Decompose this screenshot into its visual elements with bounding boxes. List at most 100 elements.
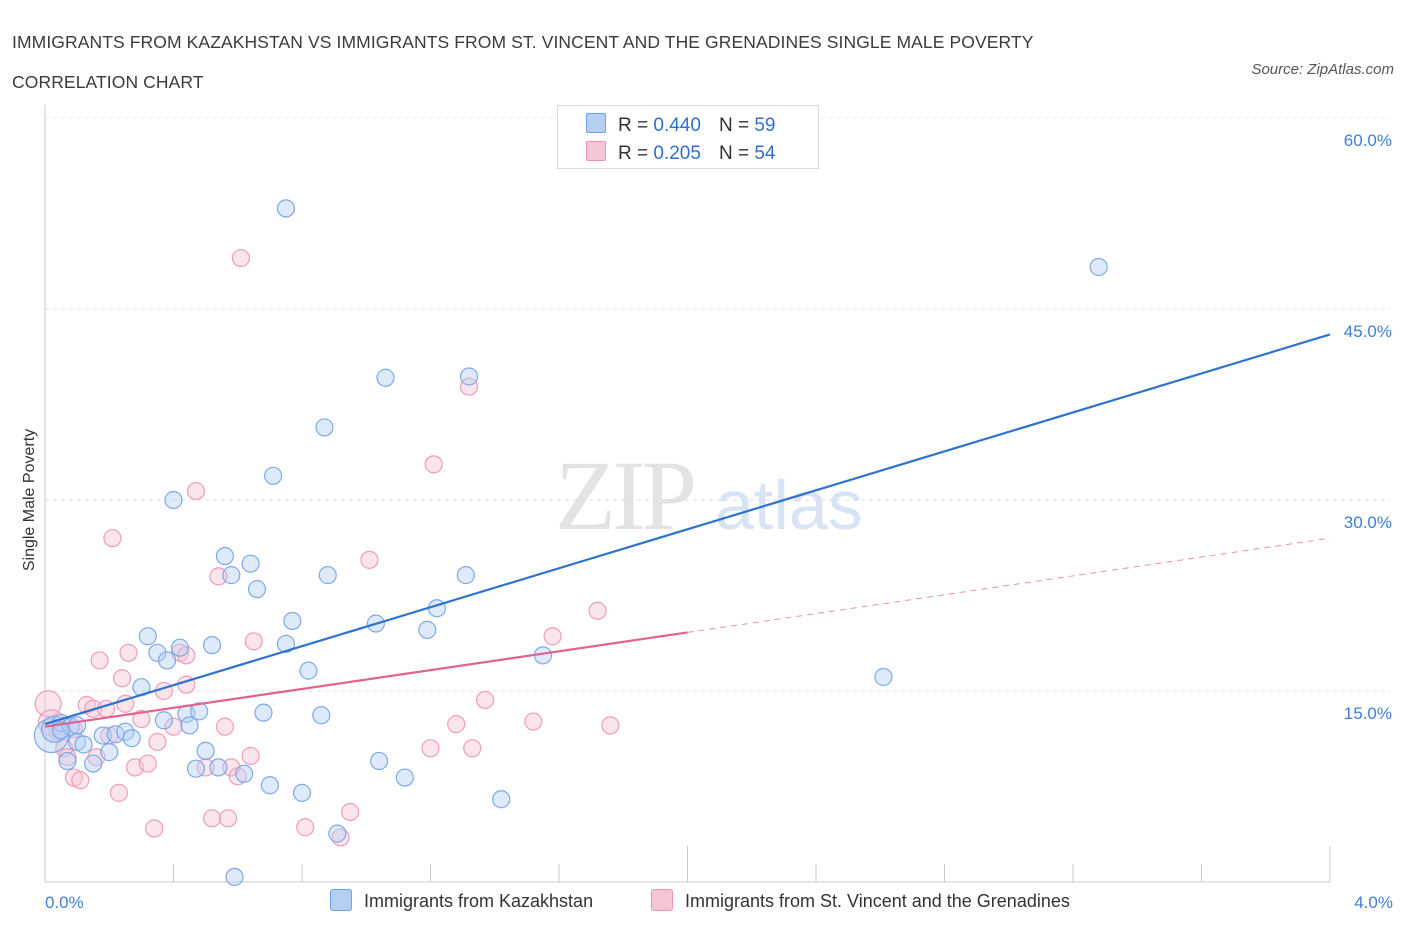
point-kazakhstan (100, 743, 119, 762)
x-tick-label-min: 0.0% (45, 893, 84, 912)
point-st-vincent (244, 632, 263, 651)
point-st-vincent (459, 377, 479, 396)
point-kazakhstan (492, 790, 511, 809)
point-kazakhstan (122, 729, 141, 748)
point-st-vincent (58, 748, 77, 767)
point-kazakhstan (58, 751, 77, 771)
point-st-vincent (145, 819, 164, 838)
legend-row-kazakhstan: R = 0.440 N = 59 (586, 113, 775, 139)
point-kazakhstan (247, 580, 267, 599)
point-kazakhstan (263, 466, 283, 485)
point-kazakhstan (874, 667, 893, 687)
point-kazakhstan (164, 490, 183, 510)
point-kazakhstan (51, 721, 71, 740)
axis-labels: 15.0% 30.0% 45.0% 60.0% 0.0% 4.0% Single Male … (21, 131, 1393, 912)
point-st-vincent (447, 715, 466, 734)
point-kazakhstan (186, 759, 206, 778)
legend-row-st-vincent: R = 0.205 N = 54 (586, 141, 775, 167)
watermark-atlas: atlas (715, 466, 863, 544)
chart-source: Source: ZipAtlas.com (1251, 61, 1394, 78)
point-kazakhstan (148, 643, 167, 662)
point-st-vincent (524, 712, 543, 731)
legend-r-value: 0.440 (653, 115, 701, 136)
axes (44, 105, 1331, 883)
point-kazakhstan (283, 611, 302, 631)
point-kazakhstan (276, 199, 296, 218)
point-kazakhstan (427, 599, 447, 618)
point-st-vincent (90, 651, 109, 670)
point-st-vincent (421, 739, 440, 758)
legend-r-label: R = (618, 115, 649, 136)
point-st-vincent (186, 481, 206, 501)
legend-n-value: 59 (754, 115, 776, 136)
grid-lines (45, 117, 1390, 692)
point-st-vincent (601, 716, 620, 735)
data-points (33, 199, 1108, 887)
point-kazakhstan (180, 716, 199, 735)
point-kazakhstan (74, 735, 93, 754)
point-st-vincent (177, 646, 196, 665)
y-tick-label: 15.0% (1344, 704, 1392, 723)
point-st-vincent (219, 809, 238, 828)
point-st-vincent (138, 754, 157, 773)
legend-r-value: 0.205 (653, 143, 701, 164)
legend-n-label: N = (718, 143, 750, 164)
point-kazakhstan (235, 764, 254, 783)
legend-swatch-pink (586, 141, 606, 161)
point-kazakhstan (299, 661, 318, 680)
point-st-vincent (71, 771, 90, 790)
x-tick-label-max: 4.0% (1354, 893, 1393, 912)
point-kazakhstan (222, 566, 241, 585)
y-tick-label: 60.0% (1344, 131, 1392, 150)
point-st-vincent (215, 717, 234, 736)
point-st-vincent (543, 627, 562, 646)
point-kazakhstan (68, 716, 87, 735)
point-st-vincent (360, 550, 379, 569)
legend-swatch-blue (586, 113, 606, 133)
point-kazakhstan (157, 651, 177, 670)
point-kazakhstan (260, 776, 279, 795)
point-st-vincent (103, 529, 122, 548)
point-st-vincent (148, 732, 167, 752)
point-kazakhstan (459, 367, 479, 386)
legend-r-label: R = (618, 143, 649, 164)
bottom-legend-label: Immigrants from Kazakhstan (364, 891, 594, 911)
point-kazakhstan (1089, 257, 1108, 277)
trendline-st-vincent-extension (687, 537, 1331, 633)
point-kazakhstan (315, 418, 334, 437)
point-kazakhstan (84, 754, 103, 773)
point-kazakhstan (292, 783, 312, 802)
y-axis-title: Single Male Poverty (21, 429, 38, 571)
point-kazakhstan (254, 703, 273, 722)
point-kazakhstan (93, 726, 112, 745)
point-kazakhstan (370, 751, 389, 771)
point-st-vincent (296, 818, 315, 837)
bottom-legend-st-vincent: Immigrants from St. Vincent and the Gren… (651, 889, 1070, 912)
point-kazakhstan (196, 741, 215, 760)
trend-lines (44, 333, 1331, 728)
point-st-vincent (476, 690, 495, 710)
point-kazakhstan (170, 638, 190, 657)
point-kazakhstan (276, 634, 296, 653)
point-st-vincent (588, 601, 607, 620)
point-kazakhstan (209, 758, 228, 777)
point-st-vincent (424, 455, 443, 474)
point-kazakhstan (225, 867, 244, 887)
point-st-vincent (341, 802, 360, 822)
point-kazakhstan (395, 768, 414, 787)
point-st-vincent (132, 709, 151, 729)
legend-n-value: 54 (754, 143, 776, 164)
correlation-legend: R = 0.440 N = 59 R = 0.205 N = 54 (557, 105, 819, 169)
point-kazakhstan (318, 566, 337, 585)
point-st-vincent (241, 746, 260, 766)
chart-title: IMMIGRANTS FROM KAZAKHSTAN VS IMMIGRANTS… (12, 32, 1034, 92)
bottom-legend-kazakhstan: Immigrants from Kazakhstan (330, 889, 593, 912)
point-st-vincent (119, 643, 138, 662)
point-st-vincent (209, 567, 228, 586)
point-st-vincent (112, 669, 132, 688)
point-st-vincent (109, 783, 128, 802)
point-kazakhstan (312, 706, 331, 725)
point-kazakhstan (202, 636, 222, 655)
point-st-vincent (164, 717, 183, 736)
point-st-vincent (231, 248, 251, 268)
